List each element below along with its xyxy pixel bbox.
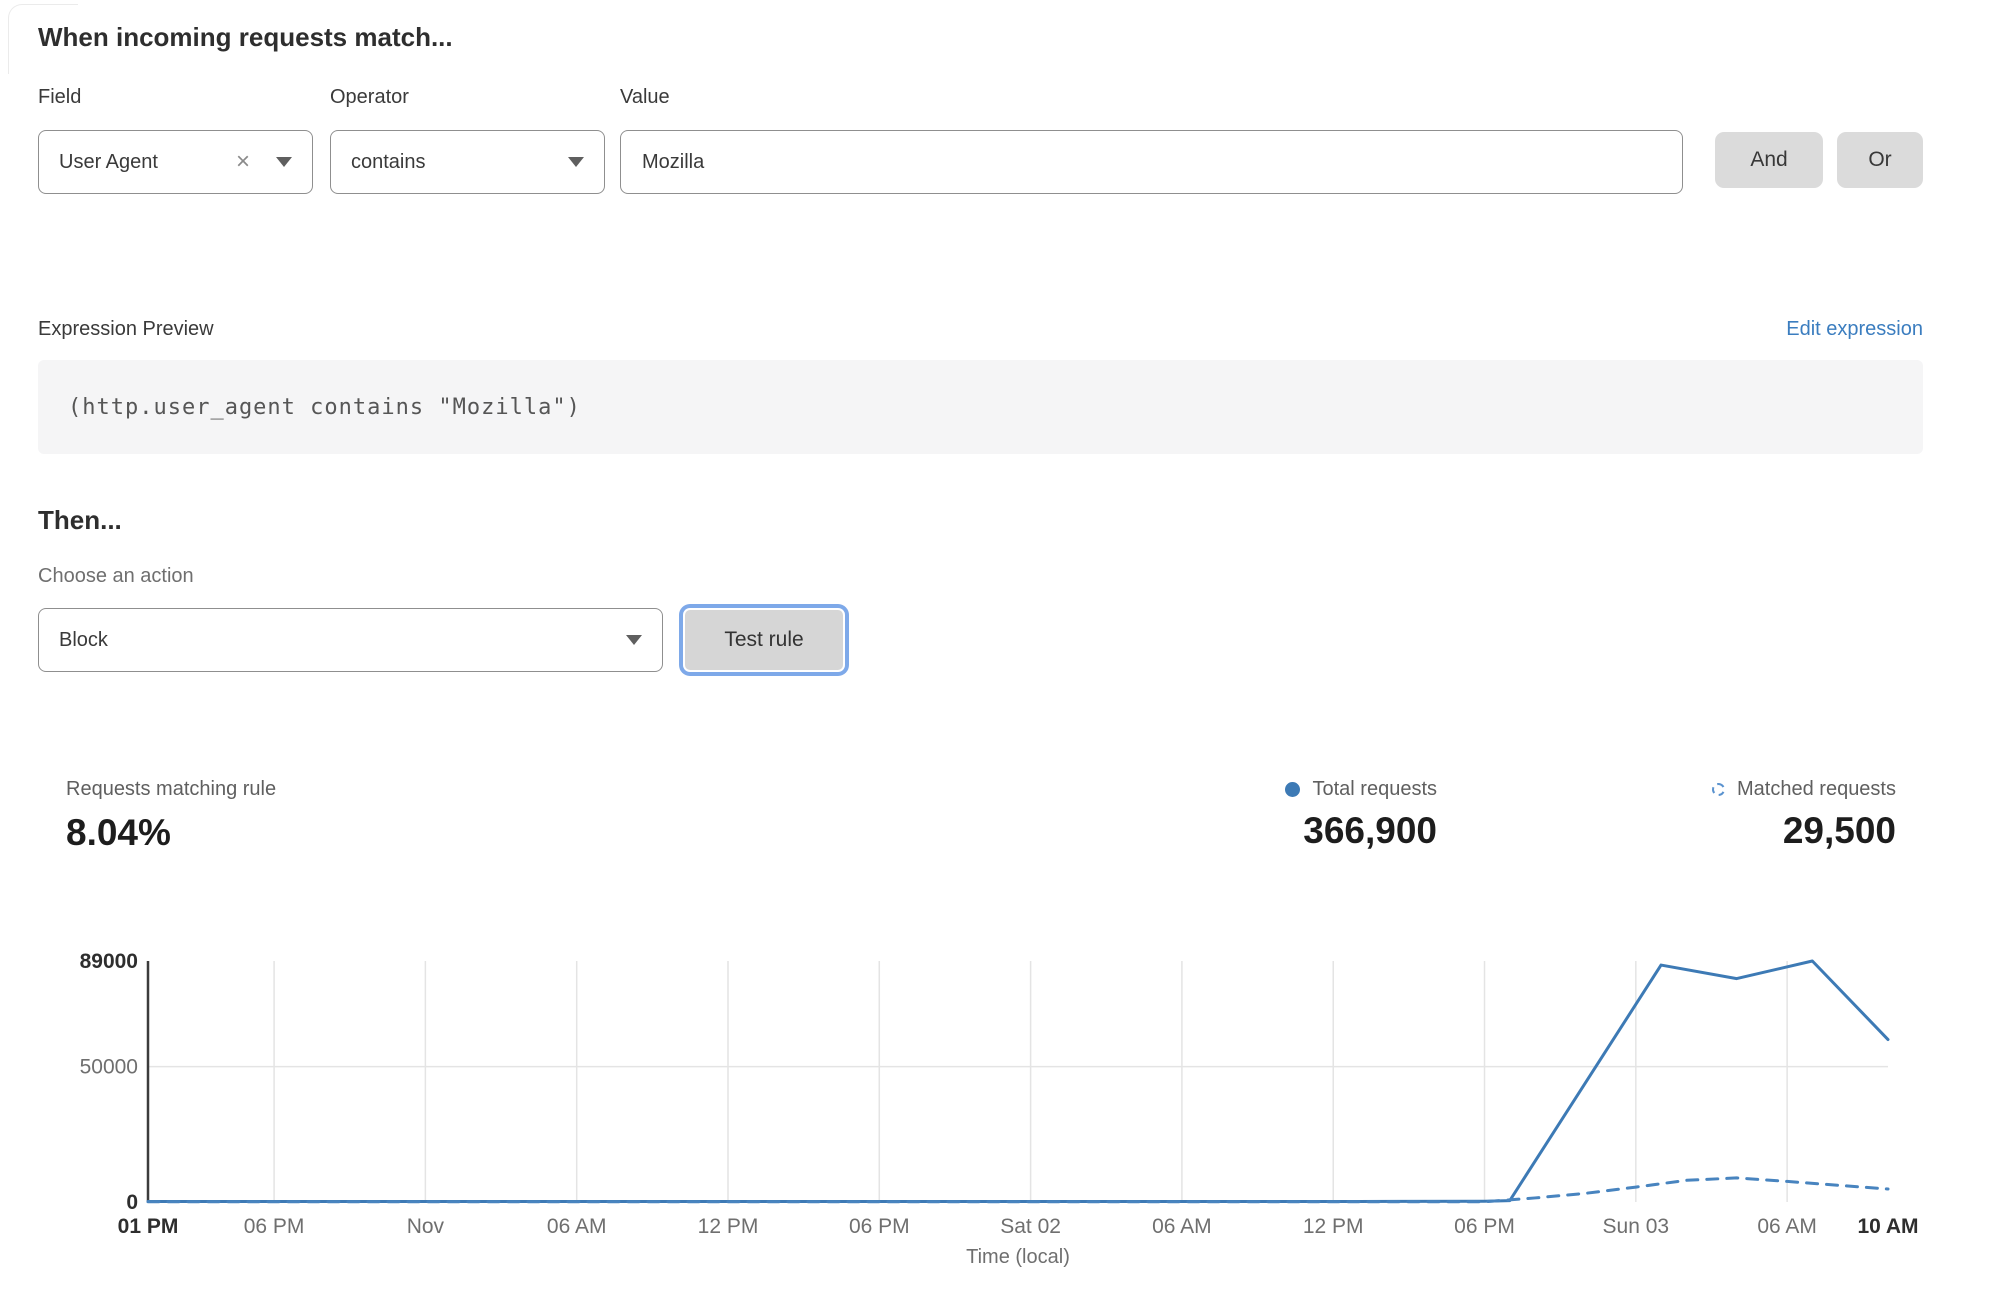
- and-button[interactable]: And: [1715, 132, 1823, 188]
- total-requests-label: Total requests: [1312, 778, 1437, 800]
- expression-preview-label: Expression Preview: [38, 318, 214, 340]
- chevron-down-icon[interactable]: [276, 157, 292, 167]
- y-tick-label: 50000: [80, 1056, 138, 1079]
- rule-match-heading: When incoming requests match...: [38, 22, 453, 52]
- expression-preview-panel: (http.user_agent contains "Mozilla"): [38, 360, 1923, 454]
- x-tick-label: 01 PM: [118, 1215, 179, 1238]
- x-tick-label: 06 AM: [1152, 1215, 1212, 1238]
- action-select[interactable]: Block: [38, 608, 663, 672]
- requests-matching-value: 8.04%: [66, 812, 171, 853]
- x-tick-label: 06 AM: [547, 1215, 607, 1238]
- x-tick-label: 06 AM: [1757, 1215, 1817, 1238]
- matched-requests-legend-circle-icon: [1712, 783, 1726, 796]
- total-requests-value: 366,900: [1303, 810, 1437, 851]
- field-select-value: User Agent: [59, 150, 158, 173]
- operator-select[interactable]: contains: [330, 130, 605, 194]
- requests-matching-label: Requests matching rule: [66, 778, 277, 800]
- y-tick-label: 89000: [80, 950, 138, 973]
- series-solid: [146, 959, 1890, 1203]
- x-tick-label: 12 PM: [698, 1215, 759, 1238]
- action-select-value: Block: [59, 628, 108, 651]
- matched-requests-label: Matched requests: [1737, 778, 1896, 800]
- operator-label: Operator: [330, 86, 409, 108]
- choose-action-label: Choose an action: [38, 565, 194, 587]
- operator-select-value: contains: [351, 150, 426, 173]
- field-label: Field: [38, 86, 82, 108]
- test-rule-button[interactable]: Test rule: [685, 610, 843, 670]
- value-input[interactable]: [620, 130, 1683, 194]
- clear-icon[interactable]: ×: [235, 148, 250, 175]
- total-requests-legend-dot-icon: [1285, 782, 1301, 797]
- or-button[interactable]: Or: [1837, 132, 1923, 188]
- x-tick-label: 10 AM: [1857, 1215, 1918, 1238]
- x-tick-label: 06 PM: [244, 1215, 305, 1238]
- x-tick-label: Sat 02: [1000, 1215, 1061, 1238]
- x-tick-label: Sun 03: [1603, 1215, 1670, 1238]
- x-tick-label: 06 PM: [1454, 1215, 1515, 1238]
- chevron-down-icon[interactable]: [626, 635, 642, 645]
- x-tick-label: Nov: [407, 1215, 445, 1238]
- edit-expression-link[interactable]: Edit expression: [1786, 318, 1923, 340]
- x-axis-title: Time (local): [966, 1246, 1070, 1268]
- x-tick-label: 06 PM: [849, 1215, 910, 1238]
- x-tick-label: 12 PM: [1303, 1215, 1364, 1238]
- expression-code: (http.user_agent contains "Mozilla"): [68, 394, 581, 420]
- series-dashed: [146, 1176, 1890, 1204]
- value-label: Value: [620, 86, 670, 108]
- chevron-down-icon[interactable]: [568, 157, 584, 167]
- card-corner-decoration: [8, 4, 78, 74]
- then-heading: Then...: [38, 505, 122, 535]
- field-select[interactable]: User Agent ×: [38, 130, 313, 194]
- requests-chart: 0 50000 89000 01 PM 06 PM Nov 06 AM 12 PM 06 PM S…: [80, 950, 1919, 1268]
- matched-requests-value: 29,500: [1782, 810, 1896, 851]
- y-tick-label: 0: [126, 1191, 138, 1214]
